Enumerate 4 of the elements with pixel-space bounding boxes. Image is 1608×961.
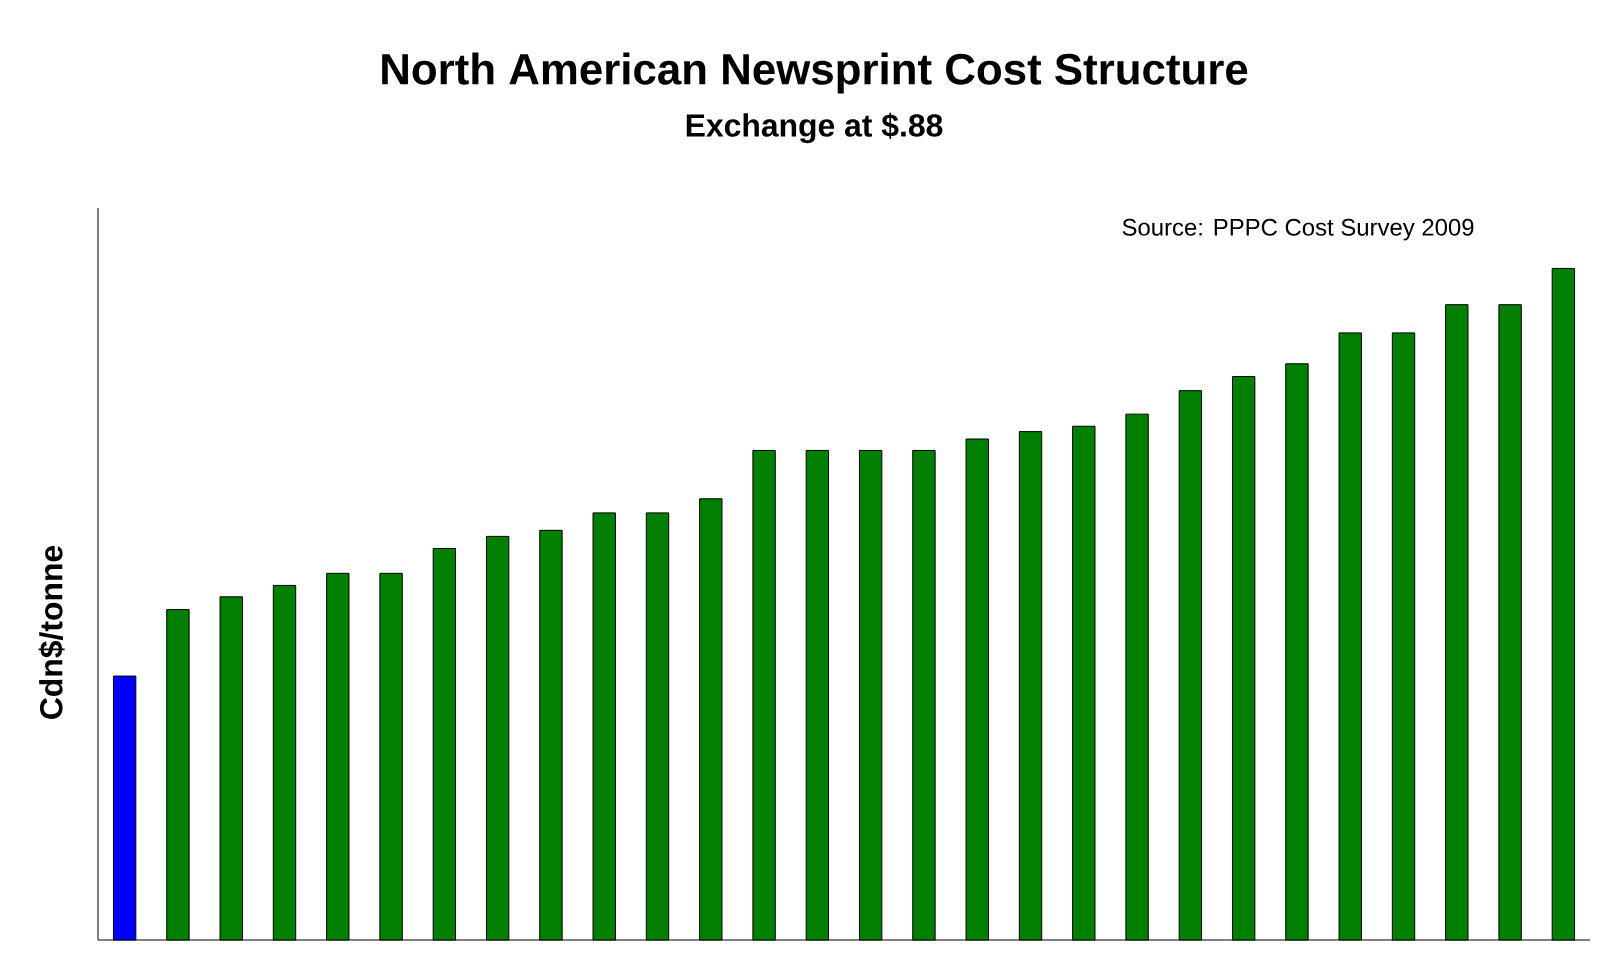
y-axis-title: Cdn$/tonne [38, 545, 65, 719]
source-note: Source: PPPC Cost Survey 2009 [1122, 218, 1474, 241]
chart-subtitle: Exchange at $.88 [686, 112, 943, 144]
chart-title: North American Newsprint Cost Structure [382, 52, 1248, 94]
